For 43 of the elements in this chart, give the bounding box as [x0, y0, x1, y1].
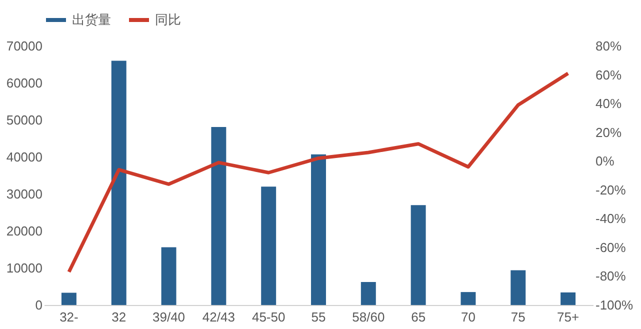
- y2-tick-label: -100%: [596, 298, 634, 312]
- y-tick-label: 20000: [6, 224, 42, 238]
- y2-tick-label: 0%: [596, 154, 615, 169]
- x-tick-label: 39/40: [152, 310, 186, 324]
- y-tick-label: 0: [35, 298, 42, 312]
- y2-tick-label: 80%: [596, 38, 622, 54]
- y2-tick-label: -80%: [596, 268, 626, 284]
- bar: [360, 282, 376, 305]
- x-tick-label: 75: [510, 310, 526, 324]
- x-tick-label: 65: [411, 310, 426, 324]
- bar: [311, 154, 326, 305]
- x-tick-label: 58/60: [352, 310, 385, 324]
- y2-tick-label: 40%: [596, 96, 622, 112]
- legend-label: 同比: [155, 12, 181, 27]
- y2-tick-label: -20%: [596, 182, 626, 198]
- x-tick-label: 45-50: [252, 310, 286, 324]
- x-tick-label: 55: [311, 310, 326, 324]
- bar: [510, 270, 526, 305]
- bar: [560, 292, 576, 305]
- y2-tick-label: -60%: [596, 240, 626, 255]
- bar: [261, 186, 276, 305]
- x-tick-label: 75+: [557, 310, 580, 324]
- bar: [211, 127, 226, 305]
- bar: [460, 292, 476, 305]
- y-tick-label: 30000: [6, 186, 42, 202]
- bar: [111, 60, 126, 305]
- bar: [410, 205, 426, 305]
- x-tick-label: 42/43: [202, 310, 235, 324]
- y-tick-label: 60000: [6, 76, 42, 90]
- y-tick-label: 70000: [6, 38, 42, 54]
- bar: [161, 247, 176, 305]
- x-tick-label: 70: [460, 310, 476, 324]
- bar: [61, 292, 76, 305]
- x-tick-label: 32: [112, 310, 126, 324]
- y-tick-label: 10000: [6, 260, 42, 276]
- y2-tick-label: -40%: [596, 211, 626, 226]
- y2-tick-label: 60%: [596, 67, 622, 82]
- y-tick-label: 40000: [6, 150, 42, 164]
- y-tick-label: 50000: [6, 112, 42, 128]
- legend-label: 出货量: [72, 12, 111, 27]
- y2-tick-label: 20%: [596, 124, 622, 140]
- line-series: [67, 72, 570, 274]
- x-tick-label: 32-: [60, 310, 78, 324]
